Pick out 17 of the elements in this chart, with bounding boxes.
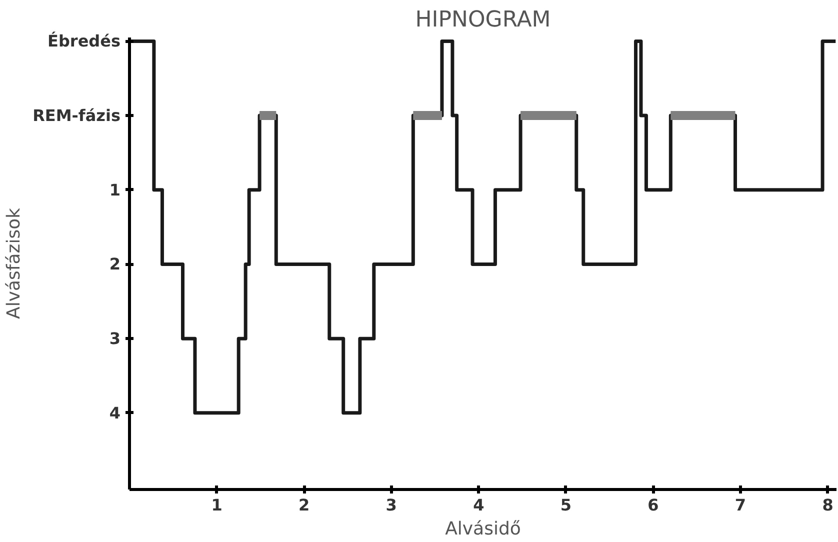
x-tick-label: 8 bbox=[822, 496, 834, 514]
x-tick-label: 6 bbox=[648, 496, 659, 514]
x-tick-label: 2 bbox=[298, 496, 310, 514]
x-tick-label: 5 bbox=[560, 496, 572, 514]
x-tick-label: 7 bbox=[734, 496, 746, 514]
x-tick-label: 4 bbox=[473, 496, 484, 514]
y-axis-title: Alvásfázisok bbox=[4, 207, 25, 320]
y-tick-label: Ébredés bbox=[48, 32, 120, 51]
y-tick-label: 1 bbox=[109, 180, 121, 200]
x-axis-title: Alvásidő bbox=[445, 518, 521, 540]
y-tick-label: 2 bbox=[109, 254, 121, 274]
y-tick-label: 4 bbox=[109, 403, 121, 422]
x-tick-label: 1 bbox=[211, 496, 222, 514]
y-tick-label: REM-fázis bbox=[32, 106, 120, 126]
chart-title: HIPNOGRAM bbox=[415, 8, 551, 32]
y-tick-label: 3 bbox=[109, 329, 121, 348]
x-tick-label: 3 bbox=[386, 496, 397, 514]
